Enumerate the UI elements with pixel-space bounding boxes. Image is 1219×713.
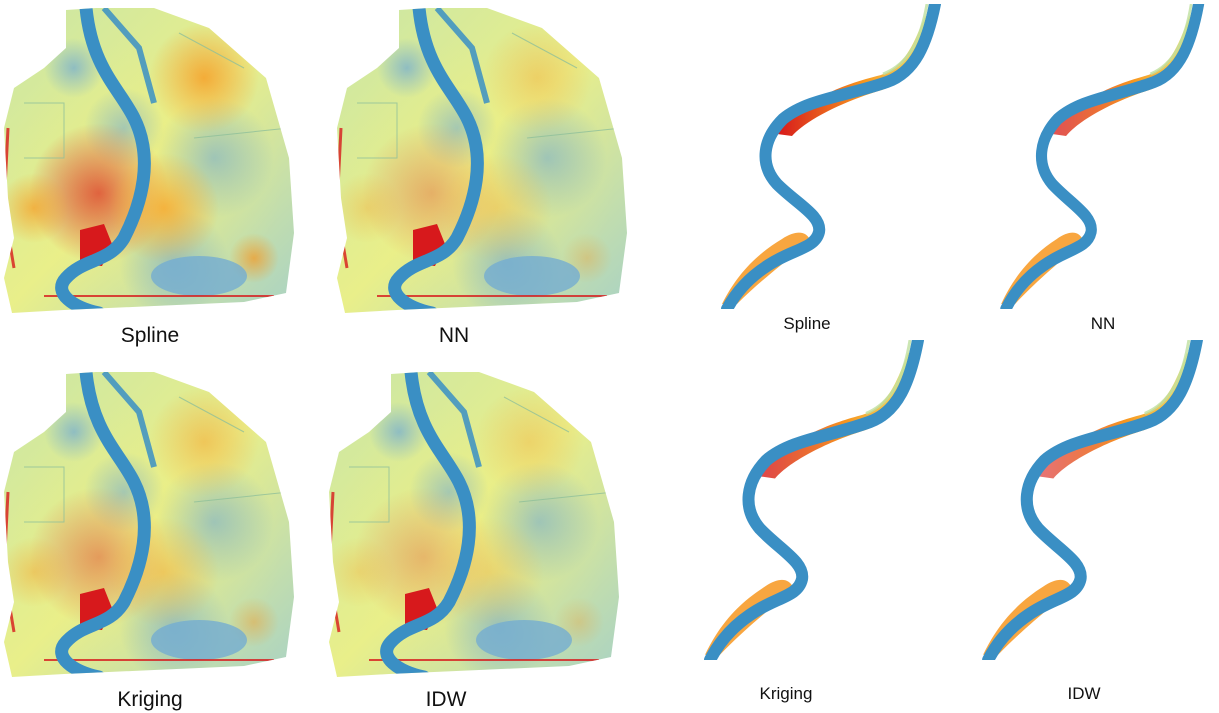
parcel-line (24, 466, 65, 523)
label-idw-right: IDW (1067, 684, 1101, 703)
river-map-nn (1000, 4, 1205, 309)
river-channel (721, 4, 941, 309)
parcel-line (178, 32, 245, 69)
river-reach (704, 340, 924, 660)
parcel-line (503, 396, 570, 433)
side-channel (434, 8, 490, 104)
river-channel (55, 372, 151, 677)
bank-margin (882, 4, 929, 76)
floodplain-bar-upper (1038, 352, 1197, 479)
floodplain-map-idw (329, 372, 619, 677)
oxbow-lake (476, 620, 572, 660)
label-kriging-left: Kriging (117, 688, 183, 711)
bank-margin (1149, 4, 1193, 76)
map-panel-nn-right (978, 4, 1219, 309)
river-channel (1000, 4, 1205, 309)
parcel-line (193, 127, 290, 139)
parcel-line (193, 491, 290, 503)
floodplain-surface (337, 8, 627, 313)
parcel-line (24, 102, 65, 159)
label-idw-left: IDW (425, 688, 467, 711)
river-reach (982, 340, 1203, 660)
map-panel-spline-left (4, 8, 294, 313)
floodplain-surface (4, 372, 294, 677)
river-channel (55, 8, 151, 313)
oxbow-lake (151, 256, 247, 296)
floodplain-surface (4, 8, 294, 313)
floodplain-bar-upper (777, 16, 935, 136)
floodplain-map-spline (4, 8, 294, 313)
side-channel (101, 8, 157, 104)
floodplain-bar-upper (1052, 16, 1199, 136)
floodplain-bar-upper (760, 352, 918, 479)
river-reach (721, 4, 941, 309)
bank-margin (865, 340, 912, 415)
floodplain-surface (329, 372, 619, 677)
river-channel (704, 340, 924, 660)
oxbow-lake (484, 256, 580, 296)
parcel-line (511, 32, 578, 69)
map-panel-idw-left (328, 372, 620, 677)
oxbow-lake (151, 620, 247, 660)
floodplain-map-kriging (4, 372, 294, 677)
bank-margin (1144, 340, 1191, 415)
parcel-line (349, 466, 390, 523)
river-channel (982, 340, 1203, 660)
river-channel (380, 372, 476, 677)
river-channel (388, 8, 484, 313)
side-channel (101, 372, 157, 468)
map-panel-idw-right (958, 340, 1219, 660)
floodplain-map-nn (337, 8, 627, 313)
label-nn-left: NN (438, 324, 470, 347)
label-kriging-right: Kriging (759, 684, 813, 703)
river-map-kriging (704, 340, 924, 660)
river-reach (1000, 4, 1205, 309)
parcel-line (357, 102, 398, 159)
label-nn-right: NN (1090, 314, 1116, 333)
river-map-idw (982, 340, 1203, 660)
parcel-line (518, 491, 615, 503)
label-spline-right: Spline (783, 314, 831, 333)
map-panel-spline-right (697, 4, 957, 309)
parcel-line (178, 396, 245, 433)
map-panel-kriging-left (4, 372, 294, 677)
side-channel (426, 372, 482, 468)
label-spline-left: Spline (120, 324, 180, 347)
map-panel-nn-left (336, 8, 628, 313)
parcel-line (526, 127, 623, 139)
map-panel-kriging-right (680, 340, 940, 660)
river-map-spline (721, 4, 941, 309)
